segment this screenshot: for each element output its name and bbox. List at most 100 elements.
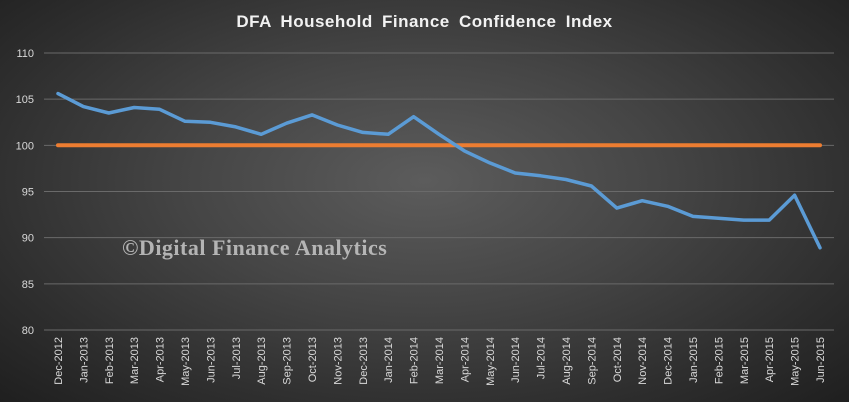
baseline-point	[641, 144, 644, 147]
index-point	[183, 120, 187, 123]
index-point	[564, 178, 568, 181]
baseline-point	[336, 144, 339, 147]
index-point	[158, 108, 161, 111]
index-point	[717, 217, 720, 220]
chart-title: DFA Household Finance Confidence Index	[236, 12, 613, 31]
baseline-point	[564, 144, 568, 147]
x-tick-label: Aug-2013	[256, 337, 268, 385]
x-tick-label: Mar-2015	[739, 337, 751, 384]
index-point	[361, 131, 364, 134]
x-tick-label: Apr-2014	[459, 337, 471, 382]
x-tick-label: Nov-2014	[637, 337, 649, 385]
x-tick-label: Apr-2013	[155, 337, 167, 382]
index-point	[768, 218, 771, 222]
y-tick-label: 110	[16, 48, 34, 60]
index-point	[666, 205, 669, 208]
index-point	[463, 149, 466, 153]
y-tick-label: 105	[16, 94, 34, 106]
x-tick-label: May-2013	[180, 337, 192, 386]
x-tick-label: Dec-2012	[53, 337, 65, 385]
baseline-point	[412, 144, 415, 147]
baseline-point	[387, 144, 390, 147]
baseline-point	[666, 144, 669, 147]
baseline-point	[82, 144, 85, 147]
x-tick-label: Jun-2013	[205, 337, 217, 383]
x-tick-label: Feb-2015	[713, 337, 725, 384]
index-point	[488, 161, 491, 165]
index-point	[260, 133, 263, 136]
x-tick-label: Sep-2014	[586, 337, 598, 385]
baseline-point	[742, 144, 745, 147]
baseline-point	[768, 144, 771, 147]
baseline-point	[209, 144, 212, 147]
x-tick-label: Jun-2015	[815, 337, 827, 383]
x-tick-label: Feb-2013	[104, 337, 116, 384]
index-series-line	[56, 91, 822, 250]
y-tick-label: 100	[16, 140, 34, 152]
baseline-point	[793, 144, 796, 147]
x-tick-label: Sep-2013	[282, 337, 294, 385]
index-point	[742, 218, 745, 222]
index-point	[56, 92, 60, 95]
baseline-point	[463, 144, 466, 147]
y-tick-label: 90	[22, 233, 34, 245]
x-tick-label: May-2015	[790, 337, 802, 386]
x-tick-label: Jun-2014	[510, 337, 522, 383]
watermark-text: ©Digital Finance Analytics	[122, 235, 387, 260]
x-tick-label: Mar-2014	[434, 337, 446, 384]
x-tick-label: Dec-2013	[358, 337, 370, 385]
baseline-point	[590, 144, 593, 147]
x-tick-label: Jan-2015	[688, 337, 700, 383]
x-tick-label: Jan-2014	[383, 337, 395, 383]
baseline-point	[615, 144, 618, 147]
baseline-point	[514, 144, 517, 147]
index-point	[387, 133, 390, 136]
x-tick-label: Oct-2013	[307, 337, 319, 382]
index-point	[310, 113, 314, 117]
index-point	[209, 121, 212, 124]
y-tick-label: 95	[22, 187, 34, 199]
baseline-point	[310, 144, 314, 147]
x-tick-label: Aug-2014	[561, 337, 573, 385]
x-tick-label: Oct-2014	[612, 337, 624, 382]
index-point	[234, 125, 237, 129]
baseline-point	[437, 144, 441, 147]
index-point	[590, 184, 593, 188]
baseline-point	[260, 144, 263, 147]
index-point	[437, 133, 441, 136]
x-tick-label: May-2014	[485, 337, 497, 386]
x-tick-label: Mar-2013	[129, 337, 141, 384]
index-point	[641, 199, 644, 202]
x-tick-label: Nov-2013	[332, 337, 344, 385]
index-point	[793, 193, 796, 197]
x-tick-label: Jul-2014	[536, 337, 548, 379]
index-point	[107, 111, 111, 115]
baseline-point	[818, 144, 822, 147]
x-tick-label: Dec-2014	[663, 337, 675, 385]
baseline-point	[285, 144, 288, 147]
y-tick-label: 85	[22, 279, 34, 291]
baseline-point	[183, 144, 187, 147]
baseline-point	[234, 144, 237, 147]
baseline-point	[488, 144, 491, 147]
index-point	[133, 106, 136, 109]
index-point	[691, 215, 695, 218]
index-point	[285, 121, 288, 125]
baseline-point	[107, 144, 111, 147]
index-point	[615, 206, 618, 210]
baseline-point	[691, 144, 695, 147]
index-point	[336, 123, 339, 127]
index-point	[818, 246, 822, 250]
baseline-point	[717, 144, 720, 147]
baseline-point	[133, 144, 136, 147]
index-point	[412, 115, 415, 118]
x-tick-label: Apr-2015	[764, 337, 776, 382]
index-point	[514, 171, 517, 175]
x-tick-label: Jul-2013	[231, 337, 243, 379]
baseline-point	[539, 144, 542, 147]
x-tick-label: Feb-2014	[409, 337, 421, 384]
index-point	[82, 105, 85, 108]
y-tick-label: 80	[22, 325, 34, 337]
baseline-point	[361, 144, 364, 147]
